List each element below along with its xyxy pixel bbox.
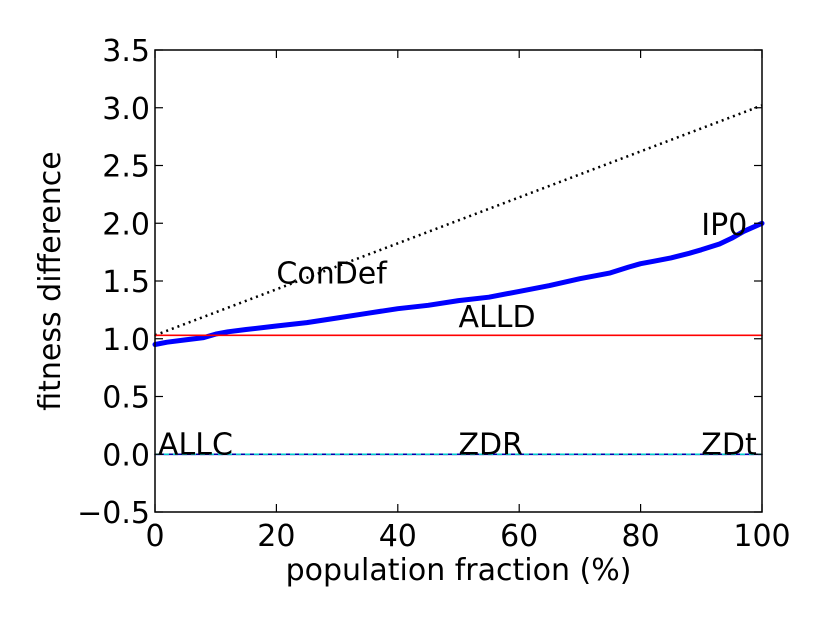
- y-tick-label: 2.0: [102, 207, 150, 242]
- annotation-condef: ConDef: [276, 256, 388, 291]
- y-tick-label: 1.0: [102, 323, 150, 358]
- annotation-alld: ALLD: [459, 300, 536, 335]
- x-tick-label: 60: [500, 519, 538, 554]
- x-tick-label: 40: [379, 519, 417, 554]
- x-tick-label: 20: [257, 519, 295, 554]
- x-tick-label: 100: [733, 519, 790, 554]
- y-tick-label: 3.5: [102, 34, 150, 69]
- y-tick-label: 0.0: [102, 438, 150, 473]
- annotation-zdr: ZDR: [459, 427, 524, 462]
- x-axis-label: population fraction (%): [286, 553, 632, 588]
- y-axis-label: fitness difference: [33, 151, 68, 411]
- y-tick-label: 0.5: [102, 381, 150, 416]
- y-tick-label: 1.5: [102, 265, 150, 300]
- x-tick-label: 80: [622, 519, 660, 554]
- series-line-ip0: [152, 220, 765, 347]
- annotation-zdt: ZDt: [701, 427, 757, 462]
- series-annotations: ConDef IP0 ALLD ALLC ZDR ZDt: [158, 208, 757, 462]
- y-tick-label: −0.5: [77, 496, 150, 531]
- annotation-allc: ALLC: [158, 427, 233, 462]
- y-tick-label: 3.0: [102, 92, 150, 127]
- x-tick-label: 0: [145, 519, 164, 554]
- axis-ticks: 0 20 40 60 80 100 −0.5 0.0 0.5 1.0 1.5 2.0 2.5 3.0 3.5: [77, 34, 790, 554]
- y-tick-label: 2.5: [102, 150, 150, 185]
- annotation-ip0: IP0: [701, 208, 747, 243]
- series-line-condef: [154, 104, 763, 337]
- plot-area: [152, 104, 765, 456]
